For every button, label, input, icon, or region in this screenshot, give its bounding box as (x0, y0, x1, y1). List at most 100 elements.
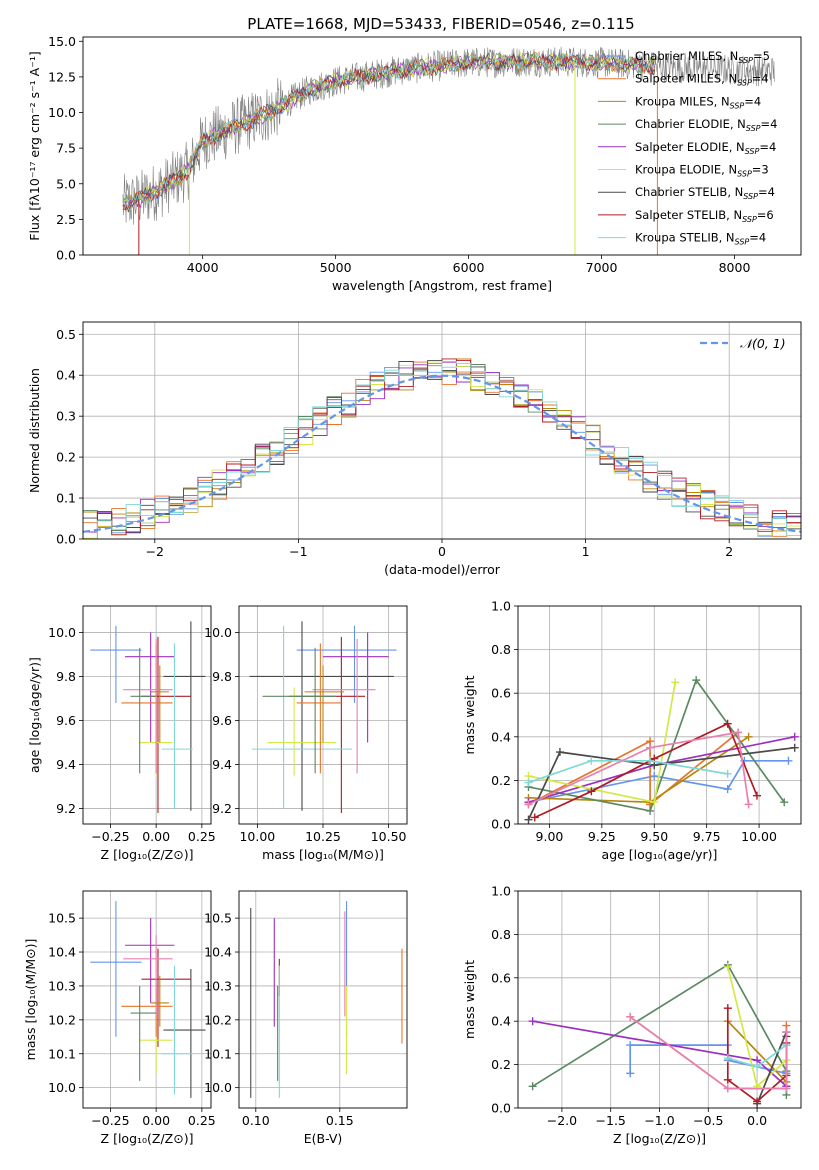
plus-marker (723, 785, 732, 794)
x-tick-label: −0.5 (693, 1113, 723, 1128)
x-tick-label: 10.00 (239, 829, 275, 844)
x-tick-label: 10.50 (371, 829, 407, 844)
plus-marker (723, 1054, 732, 1063)
plus-marker (780, 798, 789, 807)
plus-marker (723, 1084, 732, 1093)
plus-marker (723, 962, 732, 971)
y-axis-label: mass [log₁₀(M/M⊙)] (23, 939, 38, 1061)
residual-histogram-plot-area (83, 322, 801, 539)
y-tick-label: 9.6 (56, 713, 76, 728)
plus-marker (524, 800, 533, 809)
model-spectrum-line (122, 53, 655, 210)
plus-marker (784, 756, 793, 765)
plus-marker (753, 1097, 762, 1106)
mass-weight-vs-age-panel: 9.00 9.25 9.50 9.75 10.00 0.0 0.2 0.4 0.6 0.8 1.0 a… (462, 599, 802, 862)
y-tick-label: 9.4 (56, 757, 76, 772)
y-axis-label: mass weight (462, 675, 477, 754)
x-tick-label: 9.25 (588, 829, 616, 844)
y-tick-label: 0.6 (491, 686, 511, 701)
x-tick-label: −0.25 (91, 829, 129, 844)
x-tick-label: −2 (146, 544, 164, 559)
model-spectrum-line (122, 53, 656, 213)
plus-marker (626, 1069, 635, 1078)
plus-marker (790, 743, 799, 752)
plus-marker (753, 1062, 762, 1071)
plus-marker (587, 756, 596, 765)
y-tick-label: 0.3 (56, 409, 76, 424)
mass-weight-series-line (629, 1016, 788, 1090)
y-tick-label: 0.0 (491, 817, 511, 832)
plus-marker (646, 756, 655, 765)
plus-marker (723, 1004, 732, 1013)
axes-frame (238, 890, 408, 1109)
plus-marker (528, 1082, 537, 1091)
x-tick-label: 0.00 (142, 829, 170, 844)
y-tick-label: 9.8 (212, 669, 232, 684)
x-tick-label: −1 (289, 544, 307, 559)
y-tick-label: 10.5 (48, 911, 76, 926)
y-tick-label: 10.2 (204, 1012, 232, 1027)
age-vs-mass-panel: 10.00 10.25 10.50 9.2 9.4 9.6 9.8 10.0 mass [log… (204, 605, 408, 862)
y-tick-label: 5.0 (56, 176, 76, 191)
x-tick-label: 0.25 (188, 1113, 216, 1128)
x-tick-label: −1.0 (644, 1113, 674, 1128)
legend-label: Chabrier ELODIE, NSSP=4 (635, 117, 777, 133)
mass-vs-EBV-panel: 0.10 0.15 10.0 10.1 10.2 10.3 10.4 10.5 E(B-V) (204, 890, 408, 1146)
plus-marker (650, 798, 659, 807)
plus-marker (646, 743, 655, 752)
plus-marker (752, 791, 761, 800)
y-tick-label: 1.0 (491, 599, 511, 614)
y-tick-label: 10.0 (204, 625, 232, 640)
axes-frame (82, 605, 212, 825)
axes-frame (82, 36, 802, 256)
plus-marker (790, 732, 799, 741)
x-tick-label: 0.25 (188, 829, 216, 844)
spectrum-panel: 4000 5000 6000 7000 8000 0.0 2.5 5.0 7.5 10.0 12.5… (27, 34, 802, 293)
y-tick-label: 0.8 (491, 927, 511, 942)
age-vs-Z-plot-area (83, 606, 211, 824)
y-tick-label: 10.2 (48, 1012, 76, 1027)
y-tick-label: 10.4 (204, 945, 232, 960)
y-tick-label: 10.0 (48, 625, 76, 640)
y-tick-label: 0.2 (491, 773, 511, 788)
y-tick-label: 0.6 (491, 970, 511, 985)
x-tick-label: 10.25 (305, 829, 341, 844)
y-tick-label: 7.5 (56, 141, 76, 156)
y-tick-label: 0.0 (56, 532, 76, 547)
axes-frame (238, 605, 408, 825)
y-tick-label: 15.0 (48, 34, 76, 49)
x-tick-label: −0.25 (91, 1113, 129, 1128)
y-tick-label: 10.4 (48, 945, 76, 960)
x-tick-label: 0 (438, 544, 446, 559)
y-axis-label: Normed distribution (27, 368, 42, 493)
histogram-step-line (83, 360, 801, 539)
y-tick-label: 1.0 (491, 884, 511, 899)
plus-marker (723, 719, 732, 728)
mass-weight-vs-age-plot-area (518, 606, 801, 824)
y-tick-label: 0.4 (56, 368, 76, 383)
gaussian-curve (83, 374, 801, 533)
plus-marker (524, 815, 533, 824)
x-axis-label: E(B-V) (304, 1131, 343, 1146)
x-tick-label: 5000 (320, 260, 352, 275)
y-tick-label: 0.8 (491, 642, 511, 657)
legend-label: Kroupa STELIB, NSSP=4 (635, 231, 766, 247)
model-spectrum-line (122, 51, 655, 205)
plus-marker (626, 1041, 635, 1050)
spectrum-legend: Chabrier MILES, NSSP=5 Salpeter MILES, NS… (598, 49, 777, 247)
plus-marker (744, 732, 753, 741)
legend-label: Salpeter MILES, NSSP=4 (635, 72, 769, 88)
y-tick-label: 10.3 (48, 978, 76, 993)
axes-frame (82, 890, 212, 1109)
axes-frame (517, 890, 802, 1109)
axes-frame (82, 321, 802, 540)
residual-histogram-panel: −2 −1 0 1 2 0.0 0.1 0.2 0.3 0.4 0.5 (data-model)/er… (27, 321, 802, 577)
y-tick-label: 0.5 (56, 327, 76, 342)
x-axis-label: Z [log₁₀(Z/Z⊙)] (613, 1131, 706, 1146)
x-tick-label: 10.00 (741, 829, 777, 844)
figure-title: PLATE=1668, MJD=53433, FIBERID=0546, z=0… (247, 15, 634, 33)
age-vs-mass-plot-area (239, 606, 407, 824)
y-tick-label: 10.1 (48, 1046, 76, 1061)
y-tick-label: 9.4 (212, 757, 232, 772)
y-tick-label: 9.6 (212, 713, 232, 728)
